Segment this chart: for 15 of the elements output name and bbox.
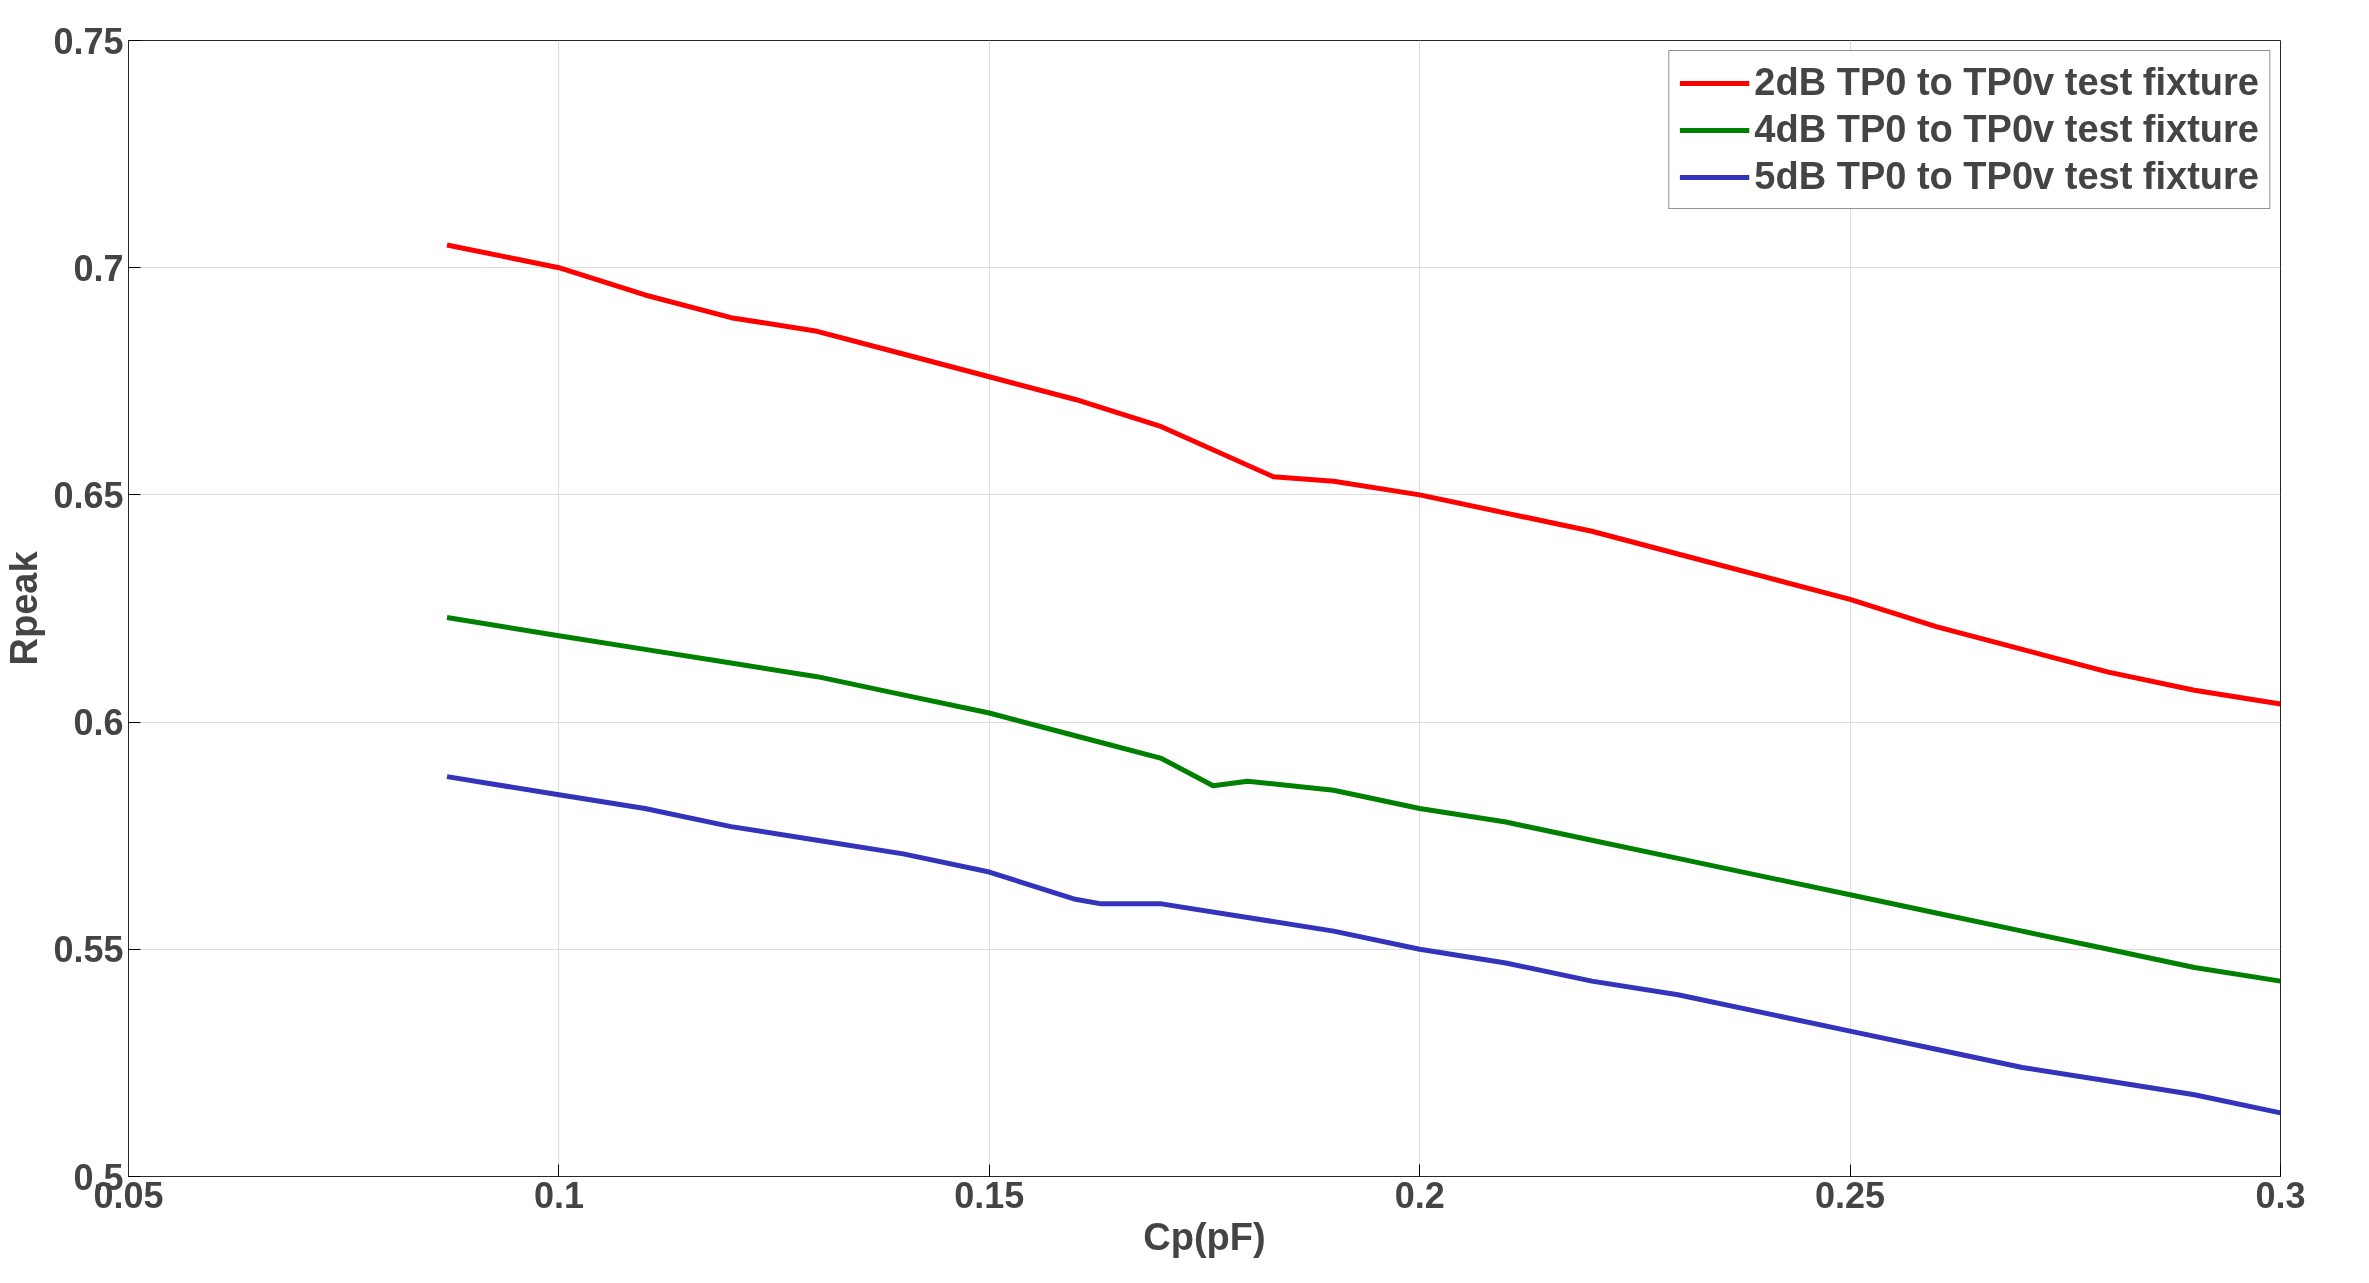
x-tick-label: 0.2 [1394,1174,1445,1216]
x-tick-label: 0.3 [2255,1174,2306,1216]
y-tick-label: 0.75 [53,20,124,62]
x-tick-label: 0.25 [1815,1174,1886,1216]
legend-label: 5dB TP0 to TP0v test fixture [1754,155,2259,198]
legend-label: 2dB TP0 to TP0v test fixture [1754,61,2259,104]
y-tick-label: 0.6 [73,702,124,744]
x-tick-label: 0.1 [533,1174,584,1216]
x-axis-title: Cp(pF) [1143,1215,1266,1258]
y-tick-label: 0.7 [73,247,124,289]
x-tick-label: 0.15 [954,1174,1025,1216]
y-tick-label: 0.55 [53,929,124,971]
y-tick-label: 0.65 [53,474,124,516]
y-axis-title: Rpeak [3,550,46,666]
legend-label: 4dB TP0 to TP0v test fixture [1754,108,2259,151]
